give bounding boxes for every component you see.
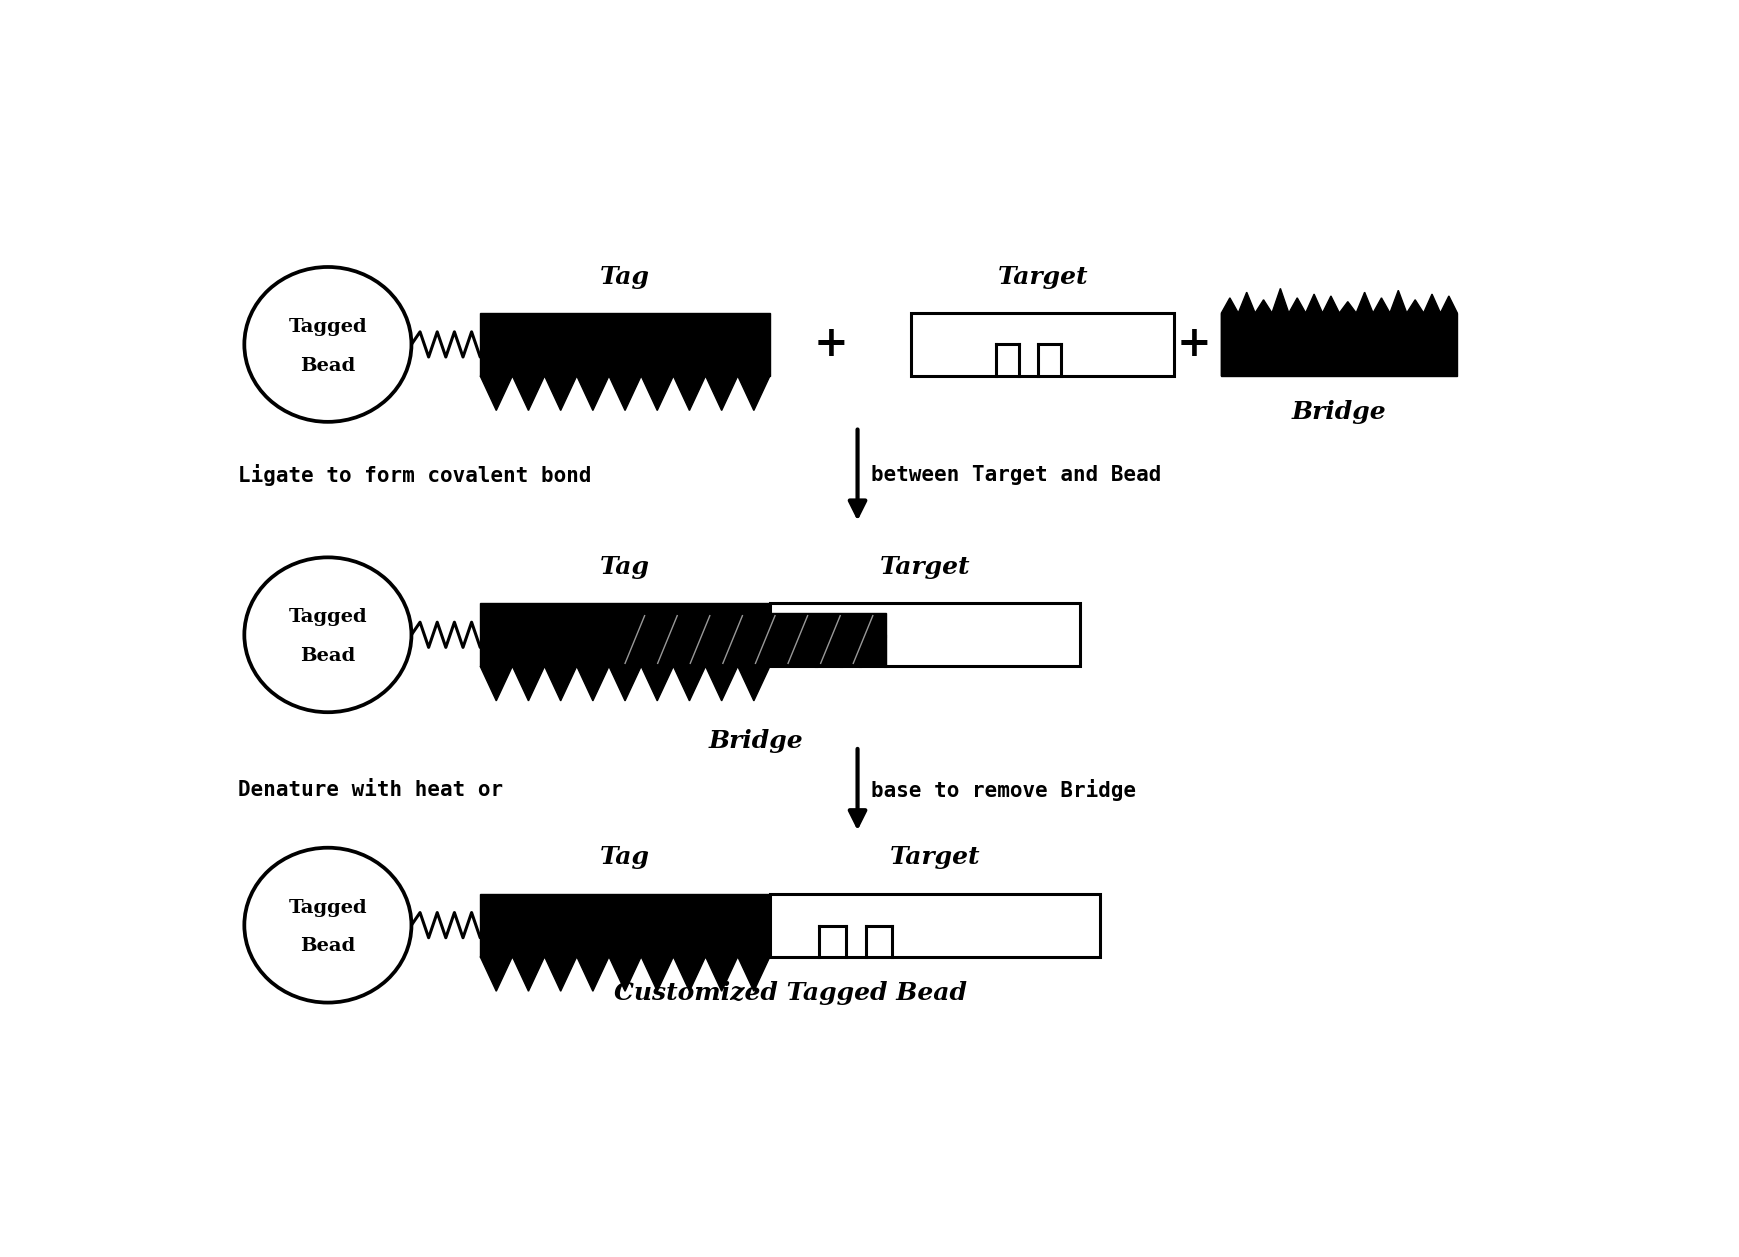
Bar: [1221, 313, 1457, 376]
Text: Tag: Tag: [600, 265, 650, 289]
Text: Ligate to form covalent bond: Ligate to form covalent bond: [238, 464, 591, 486]
Text: Bead: Bead: [301, 357, 355, 375]
Text: Tagged: Tagged: [289, 608, 367, 626]
Text: Target: Target: [998, 265, 1089, 289]
Bar: [770, 894, 1101, 957]
Text: Bead: Bead: [301, 647, 355, 665]
Polygon shape: [480, 376, 770, 411]
Text: +: +: [1177, 323, 1212, 366]
Polygon shape: [480, 957, 770, 992]
Bar: [480, 603, 770, 666]
Bar: [480, 313, 770, 376]
Text: Tagged: Tagged: [289, 318, 367, 336]
Ellipse shape: [243, 266, 412, 422]
Text: between Target and Bead: between Target and Bead: [871, 465, 1162, 485]
Text: base to remove Bridge: base to remove Bridge: [871, 778, 1136, 801]
Text: Tag: Tag: [600, 846, 650, 870]
Bar: [624, 612, 885, 666]
Bar: [770, 603, 1080, 666]
Bar: [480, 894, 770, 957]
Polygon shape: [1221, 288, 1457, 376]
Ellipse shape: [243, 847, 412, 1003]
Text: Bridge: Bridge: [708, 729, 803, 753]
Text: +: +: [814, 323, 849, 366]
Bar: [911, 313, 1174, 376]
Polygon shape: [480, 666, 770, 701]
Text: Target: Target: [890, 846, 981, 870]
Text: Target: Target: [880, 556, 970, 579]
Text: Customized Tagged Bead: Customized Tagged Bead: [614, 980, 967, 1004]
Text: Denature with heat or: Denature with heat or: [238, 779, 503, 799]
Text: Bead: Bead: [301, 938, 355, 955]
Text: Bridge: Bridge: [1292, 400, 1386, 424]
Text: Tag: Tag: [600, 556, 650, 579]
Text: Tagged: Tagged: [289, 899, 367, 916]
Ellipse shape: [243, 557, 412, 713]
